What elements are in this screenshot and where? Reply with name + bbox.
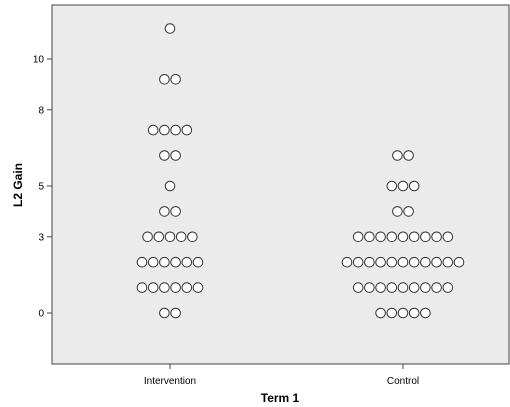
data-point <box>442 282 454 293</box>
data-point <box>375 256 386 268</box>
data-point <box>164 23 176 34</box>
data-point <box>181 256 193 268</box>
data-point <box>136 282 148 293</box>
data-point <box>159 150 170 161</box>
data-point <box>170 74 181 85</box>
x-axis-title: Term 1 <box>261 391 300 405</box>
data-point <box>187 231 198 243</box>
data-point <box>397 256 409 268</box>
data-point <box>386 307 398 319</box>
data-point <box>408 180 420 192</box>
plot-area <box>51 4 510 365</box>
data-point <box>147 282 159 293</box>
data-point <box>164 180 176 192</box>
data-point <box>364 282 375 293</box>
x-tick-label: Intervention <box>144 376 196 387</box>
data-point <box>352 282 364 293</box>
data-point <box>420 282 431 293</box>
x-axis: Intervention Control <box>144 364 419 387</box>
data-point <box>159 124 170 136</box>
data-point <box>159 206 170 217</box>
data-point <box>147 124 159 136</box>
data-point <box>175 231 187 243</box>
data-point <box>170 307 181 319</box>
y-tick-label: 5 <box>38 182 44 193</box>
data-point <box>431 282 442 293</box>
data-point <box>192 282 204 293</box>
data-point <box>153 231 165 243</box>
data-point <box>397 282 409 293</box>
data-point <box>136 256 148 268</box>
data-point <box>341 256 353 268</box>
data-point <box>397 307 409 319</box>
data-point <box>352 231 364 243</box>
data-point <box>170 124 181 136</box>
data-point <box>453 256 465 268</box>
data-point <box>159 74 170 85</box>
y-tick-label: 8 <box>38 105 44 116</box>
data-point <box>420 256 431 268</box>
data-point <box>170 256 181 268</box>
y-tick-label: 0 <box>38 309 44 320</box>
data-point <box>420 307 431 319</box>
y-axis: 0 3 5 8 10 <box>33 55 52 320</box>
data-point <box>442 231 454 243</box>
data-point <box>397 180 409 192</box>
data-point <box>386 180 398 192</box>
data-point <box>170 150 181 161</box>
data-point <box>192 256 204 268</box>
data-point <box>431 256 442 268</box>
data-point <box>147 256 159 268</box>
data-point <box>142 231 153 243</box>
data-point <box>442 256 454 268</box>
data-point <box>352 256 364 268</box>
data-point <box>408 231 420 243</box>
data-points <box>136 23 465 319</box>
data-point <box>386 282 398 293</box>
data-point <box>170 206 181 217</box>
data-point <box>181 282 193 293</box>
data-point <box>159 256 170 268</box>
y-tick-label: 3 <box>38 232 44 243</box>
data-point <box>159 307 170 319</box>
data-point <box>375 282 386 293</box>
data-point <box>364 256 375 268</box>
data-point <box>420 231 431 243</box>
data-point <box>408 256 420 268</box>
data-point <box>170 282 181 293</box>
y-tick-label: 10 <box>33 55 45 66</box>
data-point <box>403 150 414 161</box>
data-point <box>375 307 386 319</box>
data-point <box>392 206 403 217</box>
data-point <box>375 231 386 243</box>
x-tick-label: Control <box>387 376 419 387</box>
data-point <box>392 150 403 161</box>
data-point <box>408 282 420 293</box>
y-axis-title: L2 Gain <box>11 163 25 207</box>
data-point <box>431 231 442 243</box>
data-point <box>386 256 398 268</box>
data-point <box>386 231 398 243</box>
data-point <box>181 124 193 136</box>
data-point <box>159 282 170 293</box>
data-point <box>164 231 176 243</box>
data-point <box>403 206 414 217</box>
data-point <box>364 231 375 243</box>
data-point <box>408 307 420 319</box>
data-point <box>397 231 409 243</box>
